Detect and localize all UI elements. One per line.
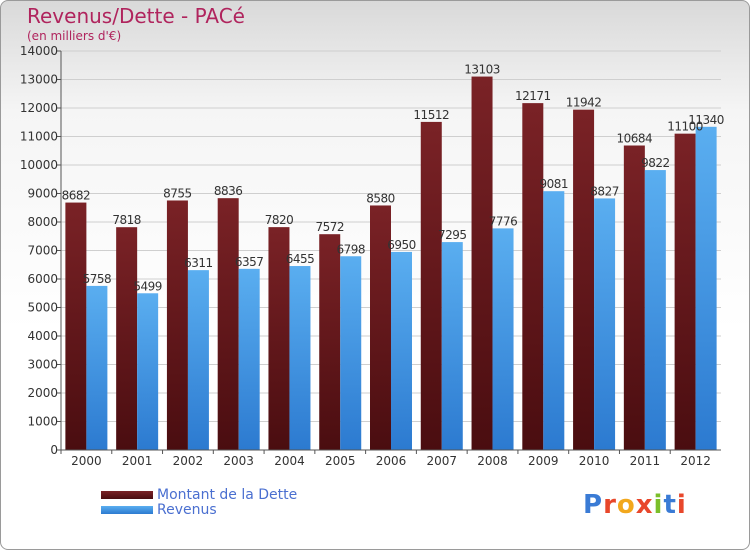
- debt-bar: [522, 103, 544, 451]
- debt-bar: [116, 227, 138, 450]
- revenue-bar: [340, 256, 362, 450]
- revenue-bar: [289, 266, 311, 450]
- debt-value-label: 8682: [62, 189, 91, 203]
- y-tick-label: 7000: [27, 244, 58, 258]
- revenue-value-label: 7776: [489, 214, 518, 228]
- x-tick-label: 2000: [71, 454, 102, 468]
- debt-value-label: 8580: [366, 191, 395, 205]
- x-tick-label: 2007: [426, 454, 457, 468]
- logo-letter: o: [616, 490, 636, 520]
- x-tick-label: 2011: [630, 454, 661, 468]
- debt-bar: [573, 109, 595, 450]
- revenue-bar: [391, 251, 412, 450]
- legend-swatch-revenue: [101, 505, 153, 514]
- logo-letter: t: [663, 490, 677, 520]
- revenue-value-label: 8827: [590, 184, 619, 198]
- debt-value-label: 11942: [566, 96, 602, 110]
- logo-letter: i: [653, 490, 664, 520]
- chart-subtitle: (en milliers d'€): [27, 29, 122, 43]
- revenue-bar: [86, 285, 108, 450]
- debt-value-label: 11512: [413, 108, 449, 122]
- revenue-bar: [492, 228, 514, 450]
- revenue-bar: [187, 270, 209, 450]
- debt-value-label: 8836: [214, 184, 243, 198]
- x-tick-label: 2006: [376, 454, 407, 468]
- legend-item-revenue: Revenus: [101, 501, 297, 518]
- y-tick-label: 13000: [20, 73, 58, 87]
- x-tick-label: 2004: [274, 454, 305, 468]
- debt-value-label: 7820: [265, 213, 294, 227]
- revenue-bar: [137, 293, 159, 450]
- x-tick-label: 2001: [122, 454, 153, 468]
- y-tick-label: 8000: [27, 215, 58, 229]
- debt-value-label: 12171: [515, 89, 551, 103]
- legend-item-debt: Montant de la Dette: [101, 486, 298, 503]
- revenue-value-label: 6950: [387, 238, 416, 252]
- debt-bar: [268, 227, 290, 450]
- legend-swatch-debt: [101, 490, 153, 499]
- debt-value-label: 13103: [464, 63, 500, 77]
- revenue-value-label: 6311: [184, 256, 213, 270]
- y-tick-label: 5000: [27, 301, 58, 315]
- revenue-value-label: 5758: [83, 272, 112, 286]
- y-tick-label: 12000: [20, 101, 58, 115]
- revenue-value-label: 6798: [336, 242, 365, 256]
- y-tick-label: 6000: [27, 272, 58, 286]
- proxiti-logo: Proxiti: [583, 490, 687, 520]
- logo-letter: r: [603, 490, 617, 520]
- debt-bar: [370, 205, 391, 450]
- x-tick-label: 2003: [223, 454, 254, 468]
- logo-letter: P: [583, 490, 604, 520]
- revenue-bar: [238, 268, 260, 450]
- legend-label-debt: Montant de la Dette: [157, 486, 298, 503]
- x-tick-label: 2008: [477, 454, 508, 468]
- x-tick-label: 2005: [325, 454, 356, 468]
- legend-label-revenue: Revenus: [157, 501, 217, 518]
- x-tick-label: 2010: [579, 454, 610, 468]
- y-tick-label: 4000: [27, 329, 58, 343]
- debt-value-label: 8755: [163, 186, 192, 200]
- y-tick-label: 11000: [20, 130, 58, 144]
- y-tick-label: 0: [50, 443, 58, 457]
- y-tick-label: 2000: [27, 386, 58, 400]
- debt-bar: [674, 133, 696, 450]
- debt-bar: [65, 202, 87, 450]
- debt-bar: [471, 76, 493, 450]
- x-tick-label: 2012: [680, 454, 711, 468]
- x-tick-label: 2009: [528, 454, 559, 468]
- logo-letter: x: [635, 490, 654, 520]
- legend: Montant de la Dette Revenus: [101, 486, 298, 518]
- revenue-value-label: 11340: [688, 113, 724, 127]
- debt-bar: [420, 121, 442, 451]
- revenue-value-label: 7295: [438, 228, 467, 242]
- y-tick-label: 3000: [27, 358, 58, 372]
- revenue-bar: [695, 126, 717, 450]
- y-tick-label: 1000: [27, 415, 58, 429]
- revenue-bar: [441, 242, 463, 450]
- chart-title: Revenus/Dette - PACé: [27, 4, 245, 28]
- debt-value-label: 7572: [315, 220, 344, 234]
- debt-bar: [217, 198, 239, 450]
- debt-bar: [319, 234, 341, 450]
- y-tick-label: 10000: [20, 158, 58, 172]
- y-tick-label: 9000: [27, 187, 58, 201]
- debt-bar: [623, 145, 645, 451]
- revenue-bar: [644, 170, 666, 450]
- revenue-value-label: 6357: [235, 255, 264, 269]
- y-tick-label: 14000: [20, 44, 58, 58]
- revenue-bar: [543, 191, 565, 450]
- revenue-value-label: 5499: [133, 279, 162, 293]
- debt-value-label: 10684: [617, 132, 653, 146]
- debt-value-label: 11100: [667, 120, 703, 134]
- revenue-value-label: 9822: [641, 156, 670, 170]
- debt-bar: [166, 200, 188, 450]
- debt-value-label: 7818: [112, 213, 141, 227]
- revenue-bar: [594, 198, 616, 450]
- x-tick-label: 2002: [173, 454, 204, 468]
- logo-letter: i: [676, 490, 687, 520]
- revenue-value-label: 9081: [540, 177, 569, 191]
- revenue-value-label: 6455: [286, 252, 315, 266]
